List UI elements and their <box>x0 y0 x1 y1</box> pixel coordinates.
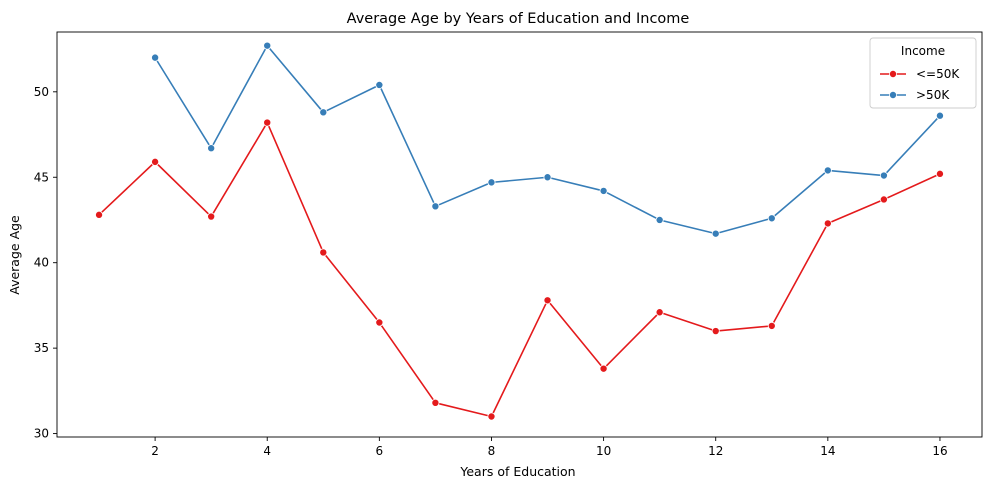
data-point <box>767 321 776 330</box>
x-tick-label: 8 <box>488 444 496 458</box>
x-tick-label: 12 <box>708 444 723 458</box>
chart-title: Average Age by Years of Education and In… <box>347 11 690 27</box>
series-le-50k <box>95 118 944 421</box>
y-tick-label: 45 <box>34 170 49 184</box>
series-line <box>98 121 941 418</box>
data-point <box>207 212 216 221</box>
data-point <box>655 215 664 224</box>
x-tick-label: 4 <box>263 444 271 458</box>
data-point <box>151 157 160 166</box>
y-tick-label: 50 <box>34 85 49 99</box>
data-point <box>935 111 944 120</box>
x-tick-label: 14 <box>820 444 835 458</box>
legend-label: <=50K <box>916 67 960 81</box>
data-point <box>375 318 384 327</box>
y-axis-label: Average Age <box>7 215 22 295</box>
data-point <box>711 229 720 238</box>
data-point <box>823 219 832 228</box>
data-point <box>711 327 720 336</box>
legend: Income <=50K >50K <box>869 37 977 109</box>
data-point <box>151 53 160 62</box>
data-point <box>655 308 664 317</box>
data-point <box>543 296 552 305</box>
legend-swatch-marker <box>889 70 898 79</box>
data-point <box>263 118 272 127</box>
y-tick-label: 35 <box>34 341 49 355</box>
x-tick-label: 16 <box>932 444 947 458</box>
x-tick-label: 6 <box>376 444 384 458</box>
legend-swatch-marker <box>889 91 898 100</box>
x-tick-label: 10 <box>596 444 611 458</box>
data-point <box>823 166 832 175</box>
data-point <box>263 41 272 50</box>
data-point <box>95 210 104 219</box>
data-point <box>599 364 608 373</box>
data-point <box>431 398 440 407</box>
legend-label: >50K <box>916 88 950 102</box>
y-tick-label: 30 <box>34 427 49 441</box>
data-point <box>879 171 888 180</box>
y-tick-label: 40 <box>34 256 49 270</box>
data-point <box>431 202 440 211</box>
data-point <box>767 214 776 223</box>
data-point <box>935 169 944 178</box>
data-point <box>879 195 888 204</box>
series-line <box>154 44 941 235</box>
x-tick-label: 2 <box>151 444 159 458</box>
data-point <box>375 80 384 89</box>
data-point <box>319 108 328 117</box>
data-point <box>487 412 496 421</box>
data-point <box>319 248 328 257</box>
data-point <box>207 144 216 153</box>
data-point <box>487 178 496 187</box>
series-gt-50k <box>151 41 944 238</box>
plot-area: 2 4 6 8 10 12 14 16 30 35 40 45 50 <box>34 31 983 458</box>
data-point <box>543 173 552 182</box>
data-point <box>599 186 608 195</box>
plot-frame <box>56 31 983 438</box>
legend-box <box>869 37 977 109</box>
x-axis-label: Years of Education <box>459 464 575 479</box>
legend-title: Income <box>901 44 945 58</box>
